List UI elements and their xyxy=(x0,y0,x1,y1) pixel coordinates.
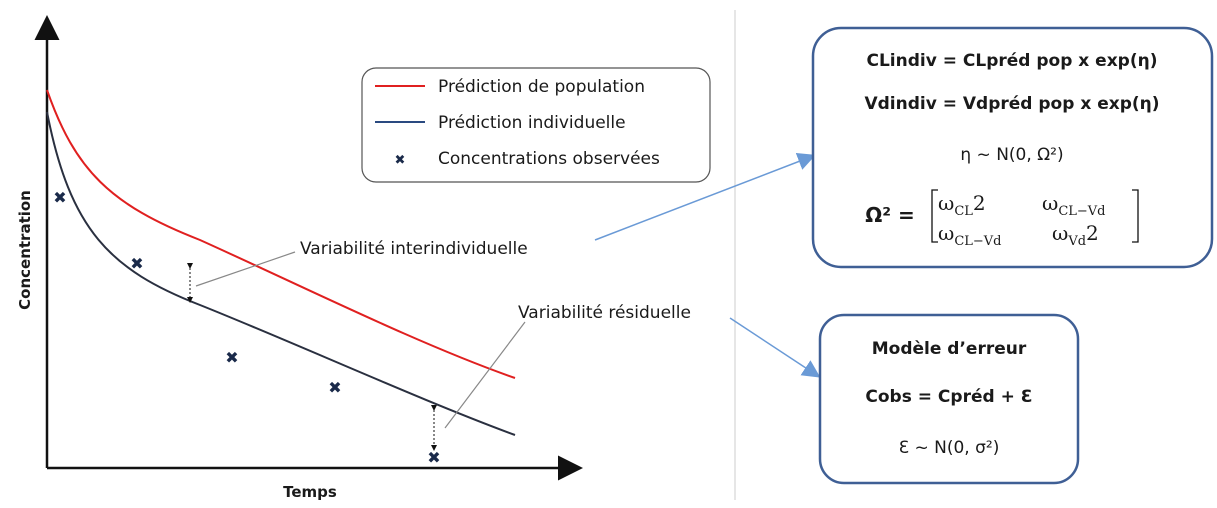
link-arrow xyxy=(594,152,816,241)
error-line: Modèle d’erreur xyxy=(872,339,1027,359)
svg-text:✖: ✖ xyxy=(328,378,341,397)
matrix-entry: ωCL−Vd xyxy=(938,221,1002,249)
svg-text:✖: ✖ xyxy=(53,188,66,207)
individual-curve xyxy=(46,111,516,436)
model-box xyxy=(811,26,1214,269)
svg-text:✖: ✖ xyxy=(130,254,143,273)
leader-line xyxy=(444,321,526,429)
bracket xyxy=(1132,189,1139,243)
observations: ✖ ✖ ✖ ✖ ✖ xyxy=(53,188,440,467)
svg-text:✖: ✖ xyxy=(225,348,238,367)
legend-swatch: ✖ xyxy=(395,153,406,168)
x-label: Temps xyxy=(283,483,337,501)
legend-entry: Concentrations observées xyxy=(438,149,660,169)
matrix-entry: ωCL2 xyxy=(938,191,986,219)
model-line: CLindiv = CLpréd pop x exp(η) xyxy=(866,51,1157,71)
matrix-entry: ωVd2 xyxy=(1052,221,1099,249)
annotation: Variabilité interindividuelle xyxy=(300,239,528,259)
legend-box xyxy=(361,67,711,183)
error-line: Ɛ ~ N(0, σ²) xyxy=(899,438,1000,458)
error-box xyxy=(818,313,1080,485)
matrix-entry: ωCL−Vd xyxy=(1042,191,1106,219)
matrix-label: Ω² = xyxy=(865,203,914,227)
svg-text:✖: ✖ xyxy=(427,448,440,467)
legend-entry: Prédiction individuelle xyxy=(438,113,626,133)
legend-entry: Prédiction de population xyxy=(438,77,645,97)
annotation: Variabilité résiduelle xyxy=(518,303,691,323)
model-line: η ~ N(0, Ω²) xyxy=(960,145,1063,165)
error-line: Cobs = Cpréd + Ɛ xyxy=(865,387,1032,407)
y-label: Concentration xyxy=(16,190,34,310)
link-arrow xyxy=(729,317,821,378)
population-curve xyxy=(46,89,516,379)
bracket xyxy=(931,189,938,243)
model-line: Vdindiv = Vdpréd pop x exp(η) xyxy=(864,94,1159,114)
leader-line xyxy=(195,251,296,287)
